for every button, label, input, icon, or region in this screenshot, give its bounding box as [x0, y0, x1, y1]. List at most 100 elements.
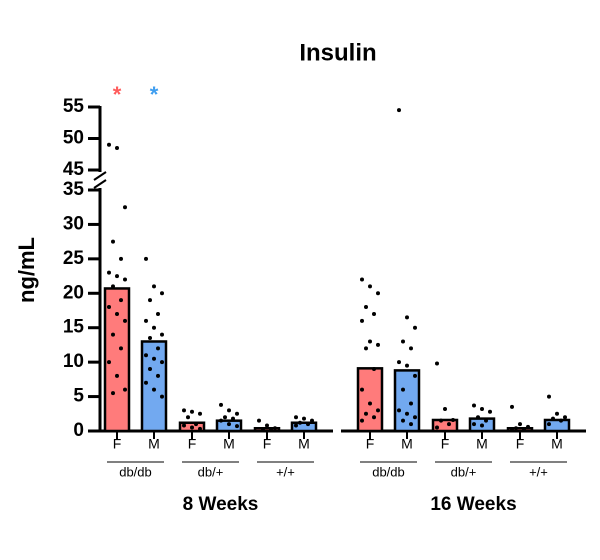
data-point	[368, 401, 372, 406]
data-point	[160, 332, 164, 337]
data-point	[107, 270, 111, 275]
y-tick-label: 45	[63, 159, 85, 180]
data-point	[310, 418, 314, 423]
data-point	[364, 346, 368, 351]
data-point	[152, 387, 156, 392]
chart-title: Insulin	[299, 39, 376, 66]
data-point	[360, 277, 364, 282]
data-point	[257, 418, 261, 423]
data-point	[182, 408, 186, 413]
data-point	[235, 411, 239, 416]
data-point	[360, 318, 364, 323]
data-point	[235, 424, 239, 429]
data-point	[563, 415, 567, 420]
data-point	[115, 274, 119, 279]
data-point	[401, 418, 405, 423]
data-point	[397, 408, 401, 413]
data-point	[119, 298, 123, 303]
data-point	[409, 346, 413, 351]
data-point	[148, 336, 152, 341]
data-point	[186, 415, 190, 420]
data-point	[111, 284, 115, 289]
data-point	[364, 305, 368, 310]
x-tick-label: M	[223, 436, 235, 452]
data-point	[156, 373, 160, 378]
data-point	[368, 284, 372, 289]
data-point	[194, 422, 198, 427]
data-point	[435, 361, 439, 366]
data-point	[510, 428, 514, 433]
data-point	[364, 411, 368, 416]
x-tick-label: F	[366, 436, 375, 452]
x-tick-label: F	[113, 436, 122, 452]
data-point	[111, 239, 115, 244]
x-tick-label: F	[188, 436, 197, 452]
bar	[290, 421, 318, 433]
data-point	[198, 426, 202, 431]
data-point	[160, 360, 164, 365]
y-tick-label: 30	[63, 213, 84, 234]
subgroup-label: db/db	[119, 464, 152, 479]
significance-marker: *	[150, 82, 159, 107]
data-point	[269, 428, 273, 433]
bar	[103, 287, 131, 433]
y-tick-label: 10	[63, 351, 84, 372]
data-point	[190, 425, 194, 430]
data-point	[372, 415, 376, 420]
data-point	[156, 311, 160, 316]
data-point	[518, 422, 522, 427]
significance-marker: *	[113, 82, 122, 107]
data-point	[227, 422, 231, 427]
x-tick-label: M	[401, 436, 413, 452]
data-point	[555, 411, 559, 416]
data-point	[219, 418, 223, 423]
data-point	[368, 339, 372, 344]
data-point	[107, 305, 111, 310]
y-tick-label: 25	[63, 248, 85, 269]
data-point	[447, 422, 451, 427]
subgroup-label: +/+	[276, 464, 295, 479]
data-point	[476, 415, 480, 420]
data-point	[472, 403, 476, 408]
data-point	[451, 417, 455, 422]
data-point	[273, 426, 277, 431]
data-point	[152, 356, 156, 361]
data-point	[522, 427, 526, 432]
data-point	[397, 108, 401, 113]
y-tick-label: 20	[63, 282, 84, 303]
data-point	[298, 420, 302, 425]
x-tick-label: M	[148, 436, 160, 452]
data-point	[510, 404, 514, 409]
data-point	[484, 418, 488, 423]
axis-break	[93, 179, 107, 189]
data-point	[144, 256, 148, 261]
data-point	[123, 318, 127, 323]
data-point	[123, 205, 127, 210]
data-point	[115, 145, 119, 150]
subgroup-label: db/db	[372, 464, 405, 479]
x-tick-label: M	[551, 436, 563, 452]
data-point	[261, 427, 265, 432]
data-point	[119, 346, 123, 351]
y-tick-label: 0	[73, 420, 84, 441]
data-point	[472, 422, 476, 427]
y-tick-label: 50	[63, 128, 84, 149]
data-point	[123, 277, 127, 282]
data-point	[397, 360, 401, 365]
data-point	[227, 408, 231, 413]
data-point	[401, 387, 405, 392]
data-point	[405, 363, 409, 368]
data-point	[115, 311, 119, 316]
x-tick-label: F	[263, 436, 272, 452]
data-point	[559, 418, 563, 423]
data-point	[443, 406, 447, 411]
group-label: 16 Weeks	[430, 494, 516, 515]
data-point	[360, 418, 364, 423]
data-point	[376, 342, 380, 347]
data-point	[480, 423, 484, 428]
data-point	[409, 422, 413, 427]
data-point	[144, 318, 148, 323]
x-tick-label: M	[476, 436, 488, 452]
